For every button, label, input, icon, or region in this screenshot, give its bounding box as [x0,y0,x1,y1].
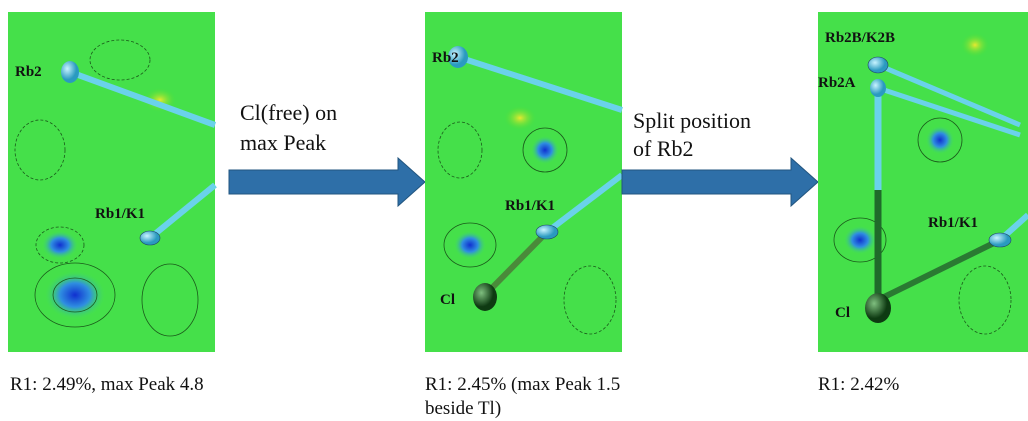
arrow-1: Cl(free) on max Peak [229,100,425,206]
atom [865,293,891,323]
atom [536,225,558,239]
atom-label: Rb1/K1 [95,206,145,222]
arrow-label: Cl(free) on [240,100,337,125]
atom [61,61,79,83]
arrow [622,158,818,206]
atom [868,57,888,73]
atom-label: Rb1/K1 [505,198,555,214]
atom-label: Cl [440,292,455,308]
caption: R1: 2.49%, max Peak 4.8 [10,374,204,395]
density-hole [844,226,876,254]
arrow-label: max Peak [240,130,326,155]
atom-label: Rb2 [15,64,42,80]
panel-3: Rb2B/K2B Rb2A Rb1/K1 Cl [818,12,1028,352]
caption: beside Tl) [425,398,501,419]
atom [140,231,160,245]
map-background [8,12,215,352]
arrow-label: of Rb2 [633,136,694,161]
arrow-2: Split position of Rb2 [622,108,818,206]
arrow [229,158,425,206]
atom-label: Rb2A [818,75,856,91]
caption: R1: 2.42% [818,374,899,395]
atom [870,79,886,97]
atom-label: Cl [835,305,850,321]
density-peak [961,33,989,57]
arrow-label: Split position [633,108,751,133]
density-hole [42,231,78,259]
map-background [818,12,1028,352]
atom-label: Rb2 [432,50,459,66]
caption: R1: 2.45% (max Peak 1.5 [425,374,620,395]
density-hole [454,231,486,259]
figure: Rb2 Rb1/K1 Cl(free) on max Peak Rb2 Rb1/… [0,0,1028,421]
density-hole [531,136,559,164]
density-peak [504,106,536,130]
atom-label: Rb2B/K2B [825,30,895,46]
atom [989,233,1011,247]
atom-label: Rb1/K1 [928,215,978,231]
panel-1: Rb2 Rb1/K1 [8,12,215,352]
density-hole [926,126,954,154]
atom [473,283,497,311]
panel-2: Rb2 Rb1/K1 Cl [425,12,622,352]
